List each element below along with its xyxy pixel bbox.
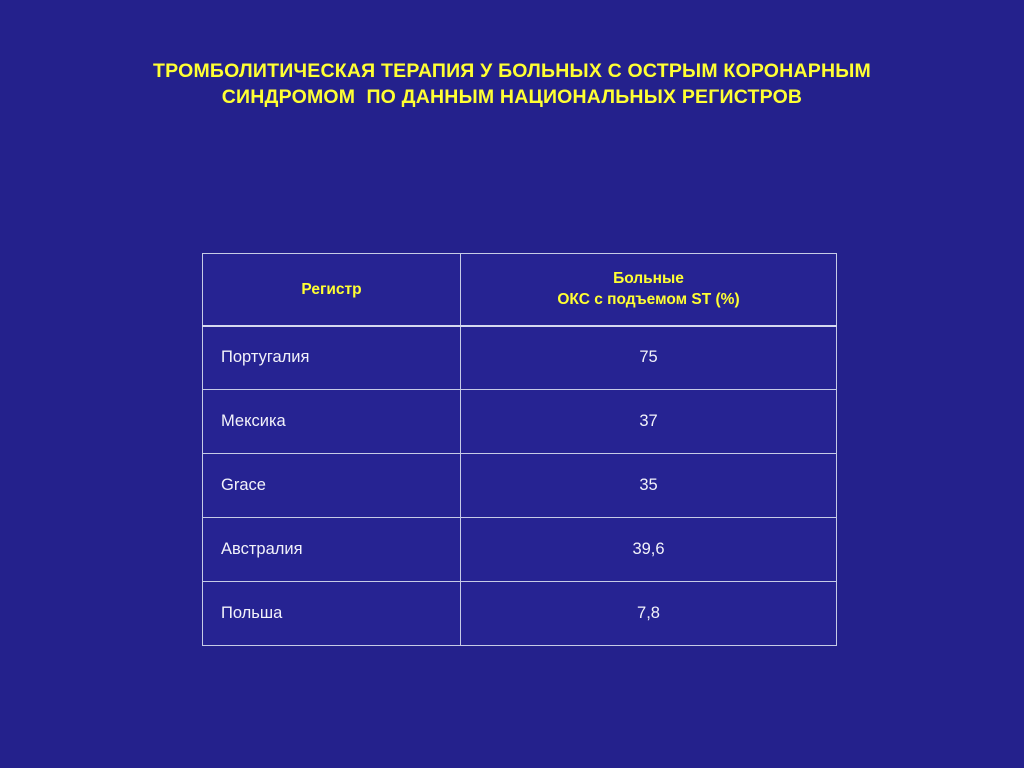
registry-name: Польша <box>202 581 461 646</box>
table-row: Австралия 39,6 <box>202 517 837 582</box>
registry-table: Регистр Больные ОКС с подъемом ST (%) По… <box>202 253 837 646</box>
registry-value: 39,6 <box>460 517 837 582</box>
column-header-patients-line-1: Больные <box>613 270 684 288</box>
registry-name: Grace <box>202 453 461 518</box>
table-header-row: Регистр Больные ОКС с подъемом ST (%) <box>202 253 837 327</box>
registry-value: 75 <box>460 325 837 390</box>
registry-value: 35 <box>460 453 837 518</box>
table-row: Польша 7,8 <box>202 581 837 646</box>
table-row: Португалия 75 <box>202 325 837 390</box>
column-header-patients-line-2: ОКС с подъемом ST (%) <box>557 291 740 309</box>
registry-value: 37 <box>460 389 837 454</box>
registry-name: Австралия <box>202 517 461 582</box>
table-row: Мексика 37 <box>202 389 837 454</box>
column-header-registry: Регистр <box>202 253 461 327</box>
registry-name: Мексика <box>202 389 461 454</box>
slide-title-line-2: СИНДРОМОМ ПО ДАННЫМ НАЦИОНАЛЬНЫХ РЕГИСТР… <box>221 86 803 108</box>
slide-title-line-1: ТРОМБОЛИТИЧЕСКАЯ ТЕРАПИЯ У БОЛЬНЫХ С ОСТ… <box>153 60 871 82</box>
registry-value: 7,8 <box>460 581 837 646</box>
column-header-patients: Больные ОКС с подъемом ST (%) <box>460 253 837 327</box>
slide-title: ТРОМБОЛИТИЧЕСКАЯ ТЕРАПИЯ У БОЛЬНЫХ С ОСТ… <box>60 58 964 110</box>
registry-name: Португалия <box>202 325 461 390</box>
table-row: Grace 35 <box>202 453 837 518</box>
